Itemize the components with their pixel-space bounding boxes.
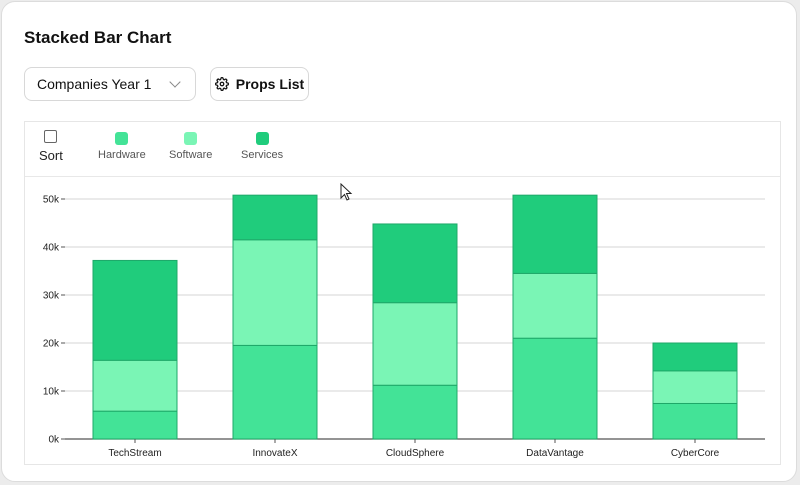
legend-item-software[interactable]: Software: [169, 132, 212, 161]
props-list-label: Props List: [235, 76, 305, 92]
bar-segment-hardware-innovatex: [232, 344, 318, 440]
bar-segment-hardware-cybercore: [652, 402, 738, 440]
y-tick-label: 30k: [43, 291, 60, 302]
bar-segment-hardware-datavantage: [512, 337, 598, 440]
chevron-down-icon: [169, 76, 181, 88]
bar-segment-services-cybercore: [652, 342, 738, 372]
y-tick-label: 50k: [43, 195, 60, 206]
sort-label: Sort: [39, 148, 63, 163]
y-tick-label: 20k: [43, 339, 60, 350]
legend-label-services: Services: [241, 149, 284, 161]
chart-panel: Sort Hardware Software Services 0k 10k 20k…: [24, 121, 781, 465]
bar-segment-services-cloudsphere: [372, 223, 458, 304]
bar-segment-software-cybercore: [652, 370, 738, 404]
bar-segment-software-techstream: [92, 359, 178, 412]
props-list-button[interactable]: Props List: [210, 67, 309, 101]
page-title: Stacked Bar Chart: [24, 28, 172, 47]
bar-segment-hardware-cloudsphere: [372, 384, 458, 440]
x-tick-label: DataVantage: [526, 448, 584, 459]
bar-segment-services-techstream: [92, 259, 178, 361]
dataset-select-value: Companies Year 1: [37, 76, 152, 92]
bar-segment-software-cloudsphere: [372, 302, 458, 386]
legend-swatch-hardware: [115, 132, 129, 145]
y-tick-label: 10k: [43, 387, 60, 398]
legend: Sort Hardware Software Services: [25, 122, 780, 177]
mouse-cursor-icon: [340, 183, 353, 201]
legend-label-hardware: Hardware: [98, 149, 146, 161]
legend-swatch-software: [184, 132, 198, 145]
x-tick-label: TechStream: [108, 448, 161, 459]
x-tick-label: CyberCore: [671, 448, 720, 459]
bar-segment-services-innovatex: [232, 194, 318, 241]
y-tick-label: 40k: [43, 243, 60, 254]
sort-checkbox[interactable]: [44, 130, 57, 143]
bar-segment-hardware-techstream: [92, 410, 178, 440]
bar-segment-services-datavantage: [512, 194, 598, 274]
bar-segment-software-innovatex: [232, 239, 318, 346]
x-tick-label: CloudSphere: [386, 448, 445, 459]
bar-segment-software-datavantage: [512, 272, 598, 339]
x-tick-label: InnovateX: [252, 448, 297, 459]
legend-item-services[interactable]: Services: [241, 132, 283, 161]
gear-icon: [214, 77, 229, 91]
legend-label-software: Software: [169, 149, 213, 161]
stacked-bar-chart: 0k 10k 20k 30k 40k 50k TechStream InnovateX Clou…: [43, 194, 765, 459]
legend-swatch-services: [255, 132, 269, 145]
legend-item-hardware[interactable]: Hardware: [98, 132, 146, 161]
y-tick-label: 0k: [48, 435, 60, 446]
dataset-select[interactable]: Companies Year 1: [24, 67, 196, 101]
